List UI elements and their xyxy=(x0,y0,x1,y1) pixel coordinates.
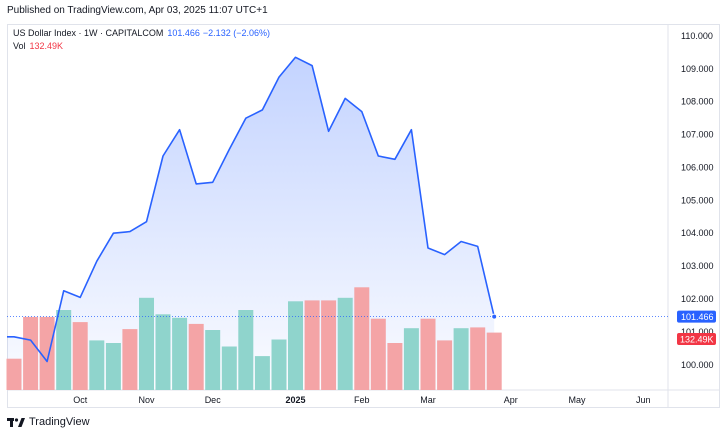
volume-bar[interactable] xyxy=(89,340,105,390)
volume-bar[interactable] xyxy=(221,346,237,391)
last-price-marker[interactable] xyxy=(491,313,498,320)
last-price-badge xyxy=(677,310,716,323)
x-axis-tick-label: Dec xyxy=(205,395,222,405)
volume-bar[interactable] xyxy=(486,332,502,390)
volume-bar[interactable] xyxy=(238,310,254,390)
chart-legend: US Dollar Index · 1W · CAPITALCOM 101.466… xyxy=(13,27,270,53)
y-axis-tick-label: 105.000 xyxy=(681,195,714,205)
tradingview-logo-icon xyxy=(7,417,25,427)
legend-symbol-row: US Dollar Index · 1W · CAPITALCOM 101.466… xyxy=(13,27,270,40)
y-axis-tick-label: 110.000 xyxy=(681,31,713,41)
volume-bar[interactable] xyxy=(403,328,419,390)
y-axis-tick-label: 103.000 xyxy=(681,261,714,271)
volume-bar[interactable] xyxy=(453,328,469,390)
volume-bar[interactable] xyxy=(288,301,303,390)
price-line[interactable] xyxy=(7,56,495,363)
x-axis-tick-label: Nov xyxy=(138,395,155,405)
volume-bar[interactable] xyxy=(122,329,138,390)
y-axis-tick-label: 107.000 xyxy=(681,130,714,140)
legend-volume-row: Vol 132.49K xyxy=(13,40,270,53)
published-caption: Published on TradingView.com, Apr 03, 20… xyxy=(7,5,268,16)
volume-bar[interactable] xyxy=(56,310,72,390)
volume-bar[interactable] xyxy=(321,300,337,390)
legend-volume-label: Vol xyxy=(13,41,26,51)
volume-bar[interactable] xyxy=(139,297,154,390)
x-axis-tick-label: Jun xyxy=(636,395,651,405)
y-axis-tick-label: 106.000 xyxy=(681,163,714,173)
y-axis-tick-label: 108.000 xyxy=(681,97,714,107)
x-axis-tick-label: Oct xyxy=(73,395,88,405)
footer-brand: TradingView xyxy=(29,416,90,428)
volume-bar[interactable] xyxy=(420,318,436,390)
volume-bar[interactable] xyxy=(155,314,171,390)
y-axis-tick-label: 104.000 xyxy=(681,228,714,238)
x-axis-tick-label: 2025 xyxy=(285,395,305,405)
volume-bar[interactable] xyxy=(271,339,287,391)
volume-bar[interactable] xyxy=(39,316,55,390)
volume-bar[interactable] xyxy=(304,300,320,390)
x-axis-tick-label: Feb xyxy=(354,395,370,405)
y-axis-tick-label: 101.000 xyxy=(681,327,714,337)
volume-bar[interactable] xyxy=(337,297,353,390)
volume-bar[interactable] xyxy=(6,358,22,390)
x-axis-tick-label: May xyxy=(568,395,586,405)
volume-bar[interactable] xyxy=(23,316,39,390)
volume-bar[interactable] xyxy=(205,330,221,390)
volume-bar[interactable] xyxy=(387,343,403,390)
volume-bar[interactable] xyxy=(354,287,370,390)
volume-bar[interactable] xyxy=(188,323,204,390)
footer: TradingView xyxy=(7,416,90,428)
y-axis-tick-label: 102.000 xyxy=(681,294,714,304)
x-axis-tick-label: Apr xyxy=(504,395,518,405)
legend-last-price: 101.466 xyxy=(167,28,200,38)
volume-bar[interactable] xyxy=(172,317,188,390)
volume-bar[interactable] xyxy=(105,343,121,390)
volume-bar[interactable] xyxy=(437,340,453,390)
legend-symbol: US Dollar Index · 1W · CAPITALCOM xyxy=(13,28,164,38)
volume-badge xyxy=(677,333,716,345)
x-axis-tick-label: Mar xyxy=(420,395,436,405)
last-price-badge-label: 101.466 xyxy=(681,312,714,322)
volume-bar[interactable] xyxy=(370,318,386,390)
volume-bar[interactable] xyxy=(254,356,270,390)
legend-volume-value: 132.49K xyxy=(29,41,64,51)
volume-bar[interactable] xyxy=(72,322,88,390)
volume-bar[interactable] xyxy=(470,327,486,390)
y-axis-tick-label: 109.000 xyxy=(681,64,714,74)
y-axis-tick-label: 100.000 xyxy=(681,360,714,370)
chart-frame xyxy=(7,24,720,408)
volume-badge-label: 132.49K xyxy=(680,335,714,345)
legend-change: −2.132 (−2.06%) xyxy=(202,28,270,38)
